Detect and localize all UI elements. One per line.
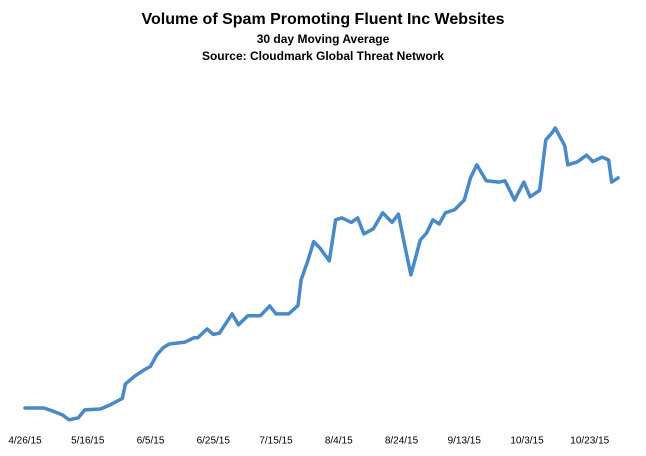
x-tick-label: 9/13/15: [448, 436, 482, 447]
chart-source: Source: Cloudmark Global Threat Network: [202, 49, 444, 63]
x-tick-label: 8/4/15: [325, 436, 353, 447]
x-tick-label: 6/25/15: [197, 436, 231, 447]
data-line: [23, 126, 620, 422]
x-tick-label: 6/5/15: [137, 436, 165, 447]
x-tick-label: 4/26/15: [8, 436, 42, 447]
x-tick-label: 8/24/15: [385, 436, 419, 447]
x-tick-label: 5/16/15: [71, 436, 105, 447]
x-tick-label: 10/23/15: [570, 436, 609, 447]
chart-subtitle: 30 day Moving Average: [257, 32, 390, 46]
x-tick-label: 10/3/15: [510, 436, 544, 447]
chart-title: Volume of Spam Promoting Fluent Inc Webs…: [142, 11, 505, 28]
x-tick-label: 7/15/15: [259, 436, 293, 447]
